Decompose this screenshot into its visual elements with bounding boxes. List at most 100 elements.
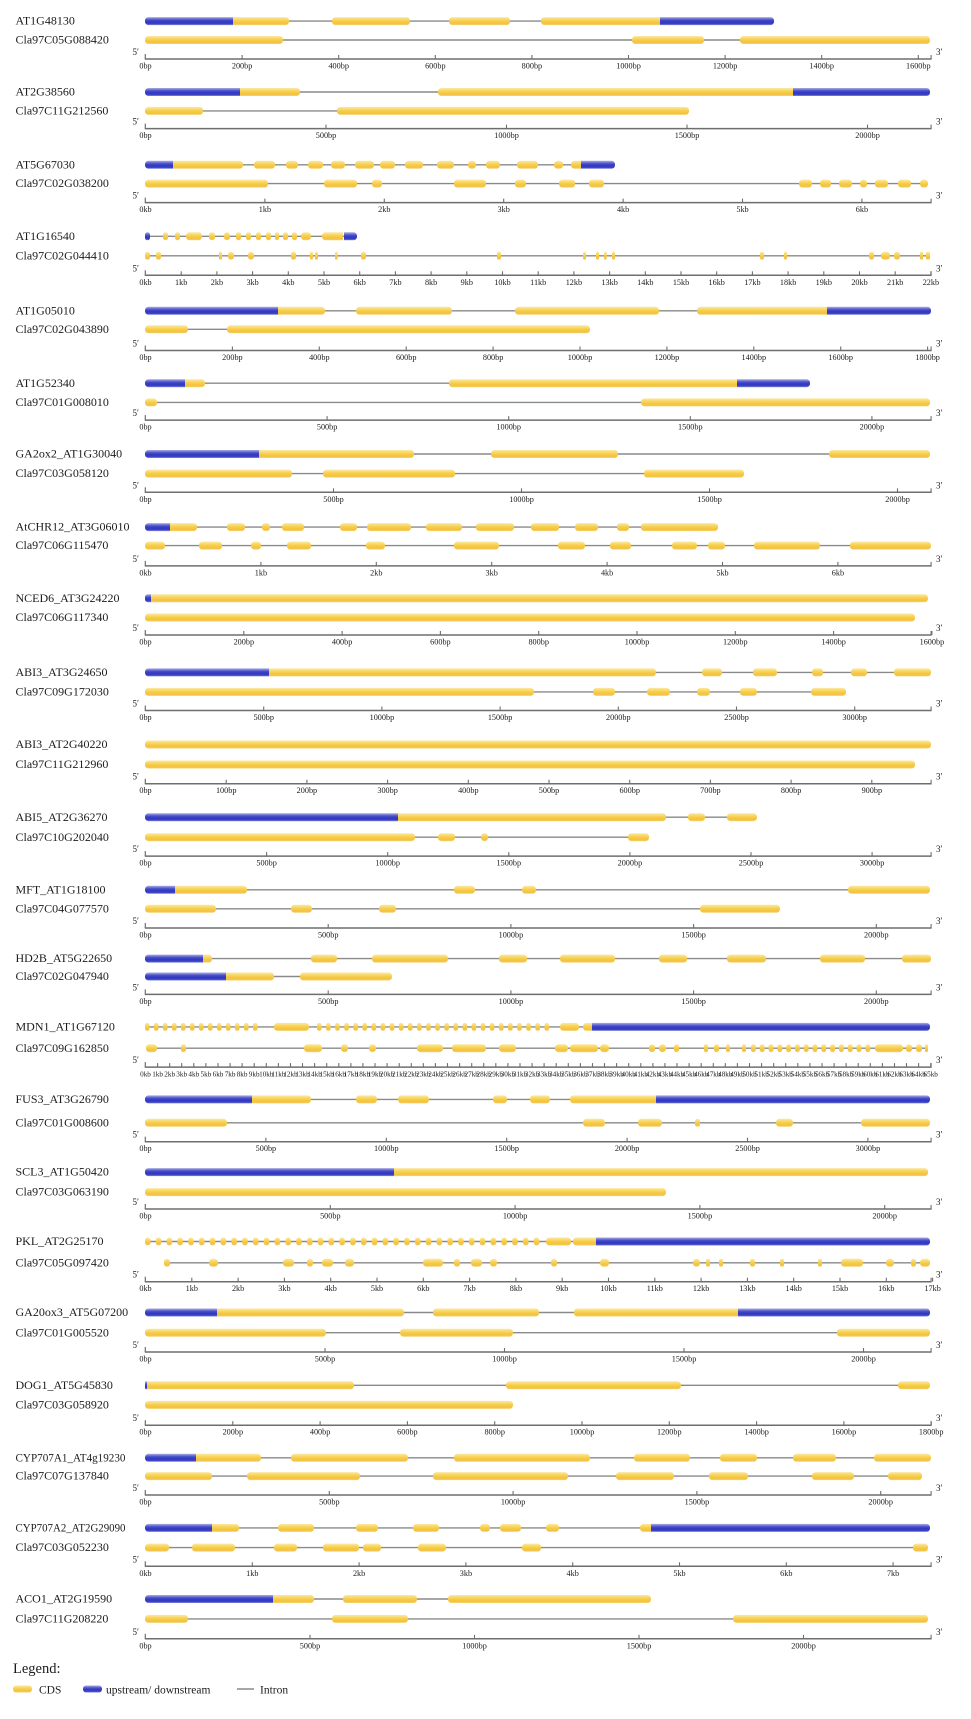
- svg-text:5′: 5′: [133, 1270, 140, 1280]
- svg-text:32kb: 32kb: [525, 1071, 540, 1079]
- svg-text:MDN1_AT1G67120: MDN1_AT1G67120: [16, 1020, 115, 1034]
- svg-text:700bp: 700bp: [700, 786, 720, 795]
- svg-text:Cla97C03G058120: Cla97C03G058120: [16, 466, 109, 480]
- svg-text:2kb: 2kb: [211, 278, 223, 287]
- svg-text:53kb: 53kb: [779, 1071, 794, 1079]
- svg-text:10kb: 10kb: [494, 278, 510, 287]
- svg-text:1200bp: 1200bp: [657, 1428, 682, 1437]
- svg-text:3′: 3′: [936, 982, 943, 992]
- svg-text:5′: 5′: [133, 982, 140, 992]
- svg-text:10kb: 10kb: [259, 1071, 274, 1079]
- svg-text:0kb: 0kb: [139, 205, 151, 214]
- svg-text:ACO1_AT2G19590: ACO1_AT2G19590: [16, 1592, 113, 1606]
- svg-text:55kb: 55kb: [803, 1071, 818, 1079]
- svg-text:0kb: 0kb: [139, 1284, 151, 1293]
- svg-text:9kb: 9kb: [556, 1284, 568, 1293]
- svg-text:2000bp: 2000bp: [855, 131, 880, 140]
- svg-text:43kb: 43kb: [658, 1071, 673, 1079]
- svg-text:3′: 3′: [936, 47, 943, 57]
- svg-text:400bp: 400bp: [332, 638, 352, 647]
- svg-text:8kb: 8kb: [510, 1284, 522, 1293]
- svg-text:14kb: 14kb: [307, 1071, 322, 1079]
- svg-text:3′: 3′: [936, 191, 943, 201]
- svg-text:Cla97C01G005520: Cla97C01G005520: [16, 1325, 109, 1339]
- svg-text:1500bp: 1500bp: [688, 1212, 713, 1221]
- svg-text:4kb: 4kb: [188, 1071, 199, 1079]
- svg-text:500bp: 500bp: [256, 859, 276, 868]
- svg-text:900bp: 900bp: [862, 786, 882, 795]
- svg-text:10kb: 10kb: [600, 1284, 616, 1293]
- svg-text:Cla97C02G038200: Cla97C02G038200: [16, 176, 109, 190]
- svg-text:18kb: 18kb: [356, 1071, 371, 1079]
- svg-text:24kb: 24kb: [428, 1071, 443, 1079]
- svg-text:MFT_AT1G18100: MFT_AT1G18100: [16, 882, 106, 896]
- svg-text:2500bp: 2500bp: [724, 713, 749, 722]
- svg-text:23kb: 23kb: [416, 1071, 431, 1079]
- svg-text:200bp: 200bp: [234, 638, 254, 647]
- svg-text:21kb: 21kb: [392, 1071, 407, 1079]
- svg-text:AT5G67030: AT5G67030: [16, 157, 75, 171]
- svg-text:5kb: 5kb: [318, 278, 330, 287]
- svg-text:600bp: 600bp: [425, 62, 445, 71]
- svg-text:3′: 3′: [936, 623, 943, 633]
- svg-text:15kb: 15kb: [832, 1284, 848, 1293]
- svg-text:1500bp: 1500bp: [675, 131, 700, 140]
- svg-text:1000bp: 1000bp: [625, 638, 650, 647]
- svg-text:16kb: 16kb: [332, 1071, 347, 1079]
- svg-text:0bp: 0bp: [139, 931, 151, 940]
- svg-text:14kb: 14kb: [786, 1284, 802, 1293]
- svg-text:56kb: 56kb: [815, 1071, 830, 1079]
- svg-text:1500bp: 1500bp: [681, 997, 706, 1006]
- svg-text:0kb: 0kb: [139, 568, 151, 577]
- svg-text:39kb: 39kb: [609, 1071, 624, 1079]
- svg-text:64kb: 64kb: [911, 1071, 926, 1079]
- svg-text:50kb: 50kb: [742, 1071, 757, 1079]
- svg-text:30kb: 30kb: [501, 1071, 516, 1079]
- svg-text:HD2B_AT5G22650: HD2B_AT5G22650: [16, 951, 113, 965]
- svg-text:40kb: 40kb: [622, 1071, 637, 1079]
- svg-text:3000bp: 3000bp: [856, 1144, 881, 1153]
- svg-text:47kb: 47kb: [706, 1071, 721, 1079]
- svg-text:1400bp: 1400bp: [821, 638, 846, 647]
- svg-text:27kb: 27kb: [465, 1071, 480, 1079]
- svg-text:12kb: 12kb: [693, 1284, 709, 1293]
- svg-text:0kb: 0kb: [139, 278, 151, 287]
- svg-text:3′: 3′: [936, 1483, 943, 1493]
- svg-text:5′: 5′: [133, 916, 140, 926]
- svg-text:FUS3_AT3G26790: FUS3_AT3G26790: [16, 1092, 109, 1106]
- svg-text:19kb: 19kb: [368, 1071, 383, 1079]
- svg-text:1kb: 1kb: [255, 568, 267, 577]
- svg-text:600bp: 600bp: [430, 638, 450, 647]
- svg-text:400bp: 400bp: [328, 62, 348, 71]
- svg-text:1800bp: 1800bp: [915, 353, 940, 362]
- svg-text:1600bp: 1600bp: [920, 638, 945, 647]
- svg-text:5′: 5′: [133, 480, 140, 490]
- svg-text:1500bp: 1500bp: [685, 1498, 710, 1507]
- svg-text:ABI5_AT2G36270: ABI5_AT2G36270: [16, 810, 108, 824]
- svg-text:22kb: 22kb: [404, 1071, 419, 1079]
- svg-text:AtCHR12_AT3G06010: AtCHR12_AT3G06010: [16, 520, 130, 534]
- svg-text:500bp: 500bp: [253, 713, 273, 722]
- svg-text:3′: 3′: [936, 844, 943, 854]
- svg-text:2000bp: 2000bp: [615, 1144, 640, 1153]
- svg-text:500bp: 500bp: [317, 423, 337, 432]
- svg-text:1600bp: 1600bp: [906, 62, 931, 71]
- svg-text:7kb: 7kb: [463, 1284, 475, 1293]
- svg-text:5′: 5′: [133, 1483, 140, 1493]
- svg-text:5′: 5′: [133, 408, 140, 418]
- svg-text:19kb: 19kb: [816, 278, 832, 287]
- svg-text:2000bp: 2000bp: [606, 713, 631, 722]
- svg-text:1000bp: 1000bp: [375, 859, 400, 868]
- svg-text:4kb: 4kb: [617, 205, 629, 214]
- svg-text:62kb: 62kb: [887, 1071, 902, 1079]
- svg-text:Cla97C01G008600: Cla97C01G008600: [16, 1115, 109, 1129]
- svg-text:22kb: 22kb: [923, 278, 939, 287]
- svg-text:NCED6_AT3G24220: NCED6_AT3G24220: [16, 591, 120, 605]
- svg-text:5′: 5′: [133, 339, 140, 349]
- svg-text:5′: 5′: [133, 1340, 140, 1350]
- svg-text:3000bp: 3000bp: [842, 713, 867, 722]
- svg-text:0bp: 0bp: [139, 353, 151, 362]
- svg-text:5′: 5′: [133, 1554, 140, 1564]
- svg-text:6kb: 6kb: [856, 205, 868, 214]
- svg-text:400bp: 400bp: [309, 353, 329, 362]
